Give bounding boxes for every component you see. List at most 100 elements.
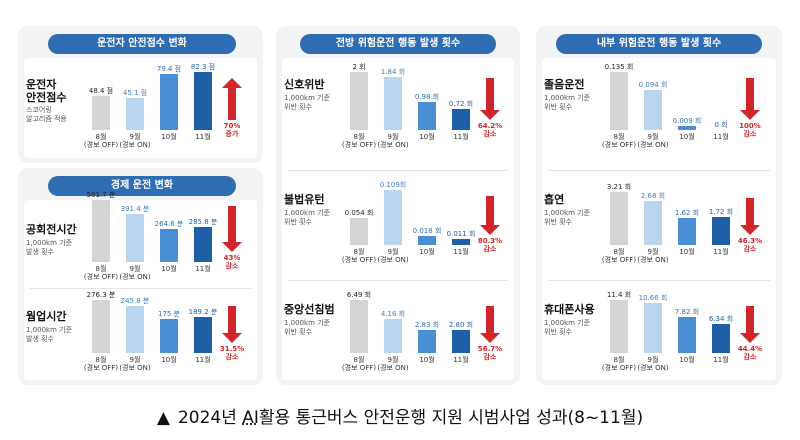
caption-triangle: ▲ xyxy=(156,408,170,428)
x-tick-label: 8월 (경보 OFF) xyxy=(601,356,637,372)
metric-title: 흡연 xyxy=(544,193,565,206)
data-label: 48.4 점 xyxy=(88,86,114,95)
bar-3 xyxy=(160,74,178,130)
figure-caption: ▲ 2024년 AI활용 통근버스 안전운행 지원 시범사업 성과(8~11월) xyxy=(0,403,800,428)
metric-subtitle: 스코어링 알고리즘 적용 xyxy=(26,106,67,123)
data-label: 79.4 점 xyxy=(156,65,182,74)
data-label: 2.83 회 xyxy=(414,320,440,329)
panel-title-eco-driving: 경제 운전 변화 xyxy=(48,176,236,196)
x-tick-label: 11월 xyxy=(453,248,469,256)
metric-title: 공회전시간 xyxy=(26,223,77,236)
caption-ai: AI xyxy=(242,408,259,428)
metric-subtitle: 1,000km 기준 발생 횟수 xyxy=(26,326,73,343)
metric-subtitle: 1,000km 기준 위반 횟수 xyxy=(544,209,591,226)
bar-4 xyxy=(194,226,212,262)
bar-1 xyxy=(350,72,368,130)
arrow-down-icon xyxy=(740,78,760,120)
data-label: 264.6 분 xyxy=(154,220,184,229)
metric-subtitle: 1,000km 기준 위반 횟수 xyxy=(544,94,591,111)
caption-text-before: 2024년 xyxy=(177,408,243,428)
data-label: 6.49 회 xyxy=(346,291,372,299)
x-tick-label: 10월 xyxy=(419,248,435,256)
x-tick-label: 10월 xyxy=(679,356,695,364)
bar-4 xyxy=(452,239,470,245)
bar-2 xyxy=(384,190,402,245)
panel-title-internal-risk: 내부 위험운전 행동 발생 횟수 xyxy=(556,34,762,54)
x-tick-label: 9월 (경보 ON) xyxy=(119,356,151,372)
x-tick-label: 9월 (경보 ON) xyxy=(119,265,151,281)
divider xyxy=(288,170,508,171)
x-tick-label: 10월 xyxy=(419,356,435,364)
metric-subtitle: 1,000km 기준 위반 횟수 xyxy=(284,209,331,226)
bar-1 xyxy=(92,95,110,130)
x-tick-label: 9월 (경보 ON) xyxy=(119,133,151,149)
x-tick-label: 10월 xyxy=(161,265,177,273)
data-label: 0.011 회 xyxy=(446,230,476,239)
data-label: 0.018 회 xyxy=(412,226,442,235)
bar-1 xyxy=(610,192,628,245)
data-label: 1.84 회 xyxy=(380,67,406,76)
x-tick-label: 8월 (경보 OFF) xyxy=(341,356,377,372)
data-label: 245.8 분 xyxy=(120,296,150,305)
arrow-down-icon xyxy=(740,198,760,235)
data-label: 2.80 회 xyxy=(448,321,474,330)
x-tick-label: 10월 xyxy=(419,133,435,141)
x-tick-label: 11월 xyxy=(713,248,729,256)
data-label: 0.094 회 xyxy=(638,80,668,89)
data-label: 7.82 회 xyxy=(674,307,700,316)
metric-title: 중앙선침범 xyxy=(284,303,335,316)
x-tick-label: 8월 (경보 OFF) xyxy=(341,133,377,149)
arrow-up-icon xyxy=(222,78,242,120)
metric-subtitle: 1,000km 기준 발생 횟수 xyxy=(26,239,73,256)
x-tick-label: 11월 xyxy=(713,356,729,364)
metric-title: 휴대폰사용 xyxy=(544,303,595,316)
metric-title: 웜업시간 xyxy=(26,310,67,323)
x-tick-label: 11월 xyxy=(713,133,729,141)
data-label: 276.3 분 xyxy=(86,291,116,299)
x-tick-label: 8월 (경보 OFF) xyxy=(83,133,119,149)
data-label: 0.72 회 xyxy=(448,100,474,109)
data-label: 1.72 회 xyxy=(708,207,734,216)
arrow-down-icon xyxy=(740,306,760,343)
bar-3 xyxy=(160,229,178,262)
bar-1 xyxy=(610,300,628,353)
x-tick-label: 9월 (경보 ON) xyxy=(377,248,409,264)
x-tick-label: 10월 xyxy=(679,248,695,256)
bar-3 xyxy=(418,329,436,353)
bar-1 xyxy=(350,217,368,245)
x-tick-label: 10월 xyxy=(679,133,695,141)
bar-4 xyxy=(452,109,470,130)
change-label: 46.3% 감소 xyxy=(737,237,763,253)
data-label: 10.66 회 xyxy=(638,294,668,303)
x-tick-label: 8월 (경보 OFF) xyxy=(83,265,119,281)
x-tick-label: 11월 xyxy=(195,356,211,364)
data-label: 175 분 xyxy=(157,310,181,319)
x-tick-label: 10월 xyxy=(161,356,177,364)
bar-2 xyxy=(126,213,144,262)
arrow-down-icon xyxy=(480,306,500,343)
bar-2 xyxy=(644,89,662,130)
x-tick-label: 8월 (경보 OFF) xyxy=(341,248,377,264)
bar-1 xyxy=(92,300,110,353)
x-tick-label: 8월 (경보 OFF) xyxy=(83,356,119,372)
metric-subtitle: 1,000km 기준 위반 횟수 xyxy=(284,94,331,111)
change-label: 100% 감소 xyxy=(739,122,761,138)
data-label: 0.109회 xyxy=(379,181,407,189)
bar-2 xyxy=(126,98,144,130)
bar-4 xyxy=(194,72,212,130)
data-label: 6.34 회 xyxy=(708,314,734,323)
metric-subtitle: 1,000km 기준 위반 횟수 xyxy=(544,319,591,336)
metric-title: 졸음운전 xyxy=(544,78,585,91)
change-label: 43% 감소 xyxy=(223,254,241,270)
change-label: 80.3% 감소 xyxy=(477,237,503,253)
bar-4 xyxy=(712,216,730,245)
bar-2 xyxy=(126,305,144,353)
metric-title: 불법유턴 xyxy=(284,193,325,206)
bar-1 xyxy=(610,72,628,130)
x-tick-label: 11월 xyxy=(453,356,469,364)
change-label: 44.4% 감소 xyxy=(737,345,763,361)
change-label: 56.7% 감소 xyxy=(477,345,503,361)
divider xyxy=(548,170,770,171)
x-tick-label: 9월 (경보 ON) xyxy=(377,133,409,149)
metric-subtitle: 1,000km 기준 위반 횟수 xyxy=(284,319,331,336)
